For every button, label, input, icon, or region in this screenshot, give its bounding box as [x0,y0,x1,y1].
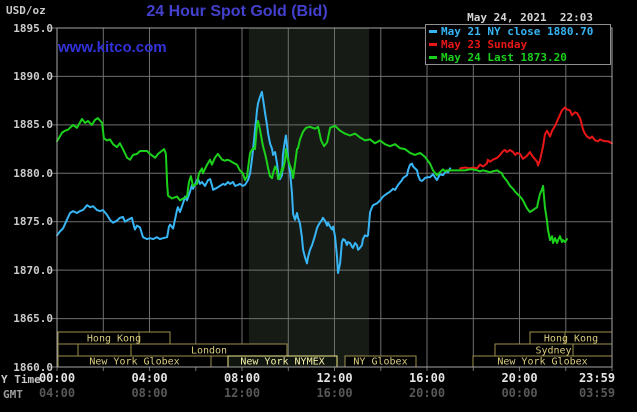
ny-time-tick-label: 00:00 [38,371,76,385]
legend-item-0: May 21 NY close 1880.70 [426,25,610,38]
legend-swatch [429,43,437,46]
y-tick-label: 1890.0 [13,69,53,83]
plot-border [56,27,613,368]
y-tick-label: 1875.0 [13,215,53,229]
chart-timestamp: May 24, 2021 22:03 [467,11,593,24]
session-box [77,343,132,357]
series-line-1 [459,106,613,170]
session-label: London [191,346,227,357]
legend-label: May 24 Last 1873.20 [441,51,567,64]
series-line-2 [56,117,568,244]
ny-time-tick-label: 16:00 [408,371,446,385]
legend-item-1: May 23 Sunday [426,38,610,51]
y-axis-unit-label: USD/oz [6,4,46,17]
session-label: NY Globex [353,357,407,368]
gmt-tick-label: 20:00 [408,386,446,400]
page-title: 24 Hour Spot Gold (Bid) [146,3,328,20]
y-tick-label: 1880.0 [13,166,53,180]
session-label: New York NYMEX [240,357,324,368]
y-tick-label: 1895.0 [13,21,53,35]
y-tick-label: 1860.0 [13,360,53,374]
ny-time-tick-label: 20:00 [501,371,538,385]
session-label: New York Globex [497,357,587,368]
gmt-tick-label: 08:00 [131,386,168,400]
legend-swatch [429,56,437,59]
legend-item-2: May 24 Last 1873.20 [426,51,610,64]
ny-time-tick-label: 08:00 [223,371,261,385]
ny-time-tick-label: 23:59 [578,371,616,385]
ny-time-tick-label: 04:00 [131,371,168,385]
legend-label: May 23 Sunday [441,38,528,51]
gmt-tick-label: 16:00 [316,386,353,400]
gmt-tick-label: 12:00 [223,386,261,400]
session-box [57,343,79,357]
gmt-tick-label: 03:59 [578,386,616,400]
kitco-website-link[interactable]: www.kitco.com [58,39,167,56]
legend-label: May 21 NY close 1880.70 [441,25,594,38]
session-label: Hong Kong [87,334,141,345]
legend-box: May 21 NY close 1880.70 May 23 Sunday May … [425,24,611,65]
legend-swatch [429,30,437,33]
gmt-tick-label: 04:00 [38,386,76,400]
gmt-tick-label: 00:00 [501,386,538,400]
ny-time-row-label: Y Time [1,373,41,386]
session-label: New York Globex [89,357,179,368]
gmt-row-label: GMT [3,388,23,401]
ny-time-tick-label: 12:00 [316,371,353,385]
session-label: Hong Kong [544,334,598,345]
y-tick-label: 1885.0 [13,118,53,132]
session-label: Sydney [535,346,571,357]
nymex-session-band [248,28,370,367]
y-tick-label: 1865.0 [13,312,53,326]
y-tick-label: 1870.0 [13,263,53,277]
